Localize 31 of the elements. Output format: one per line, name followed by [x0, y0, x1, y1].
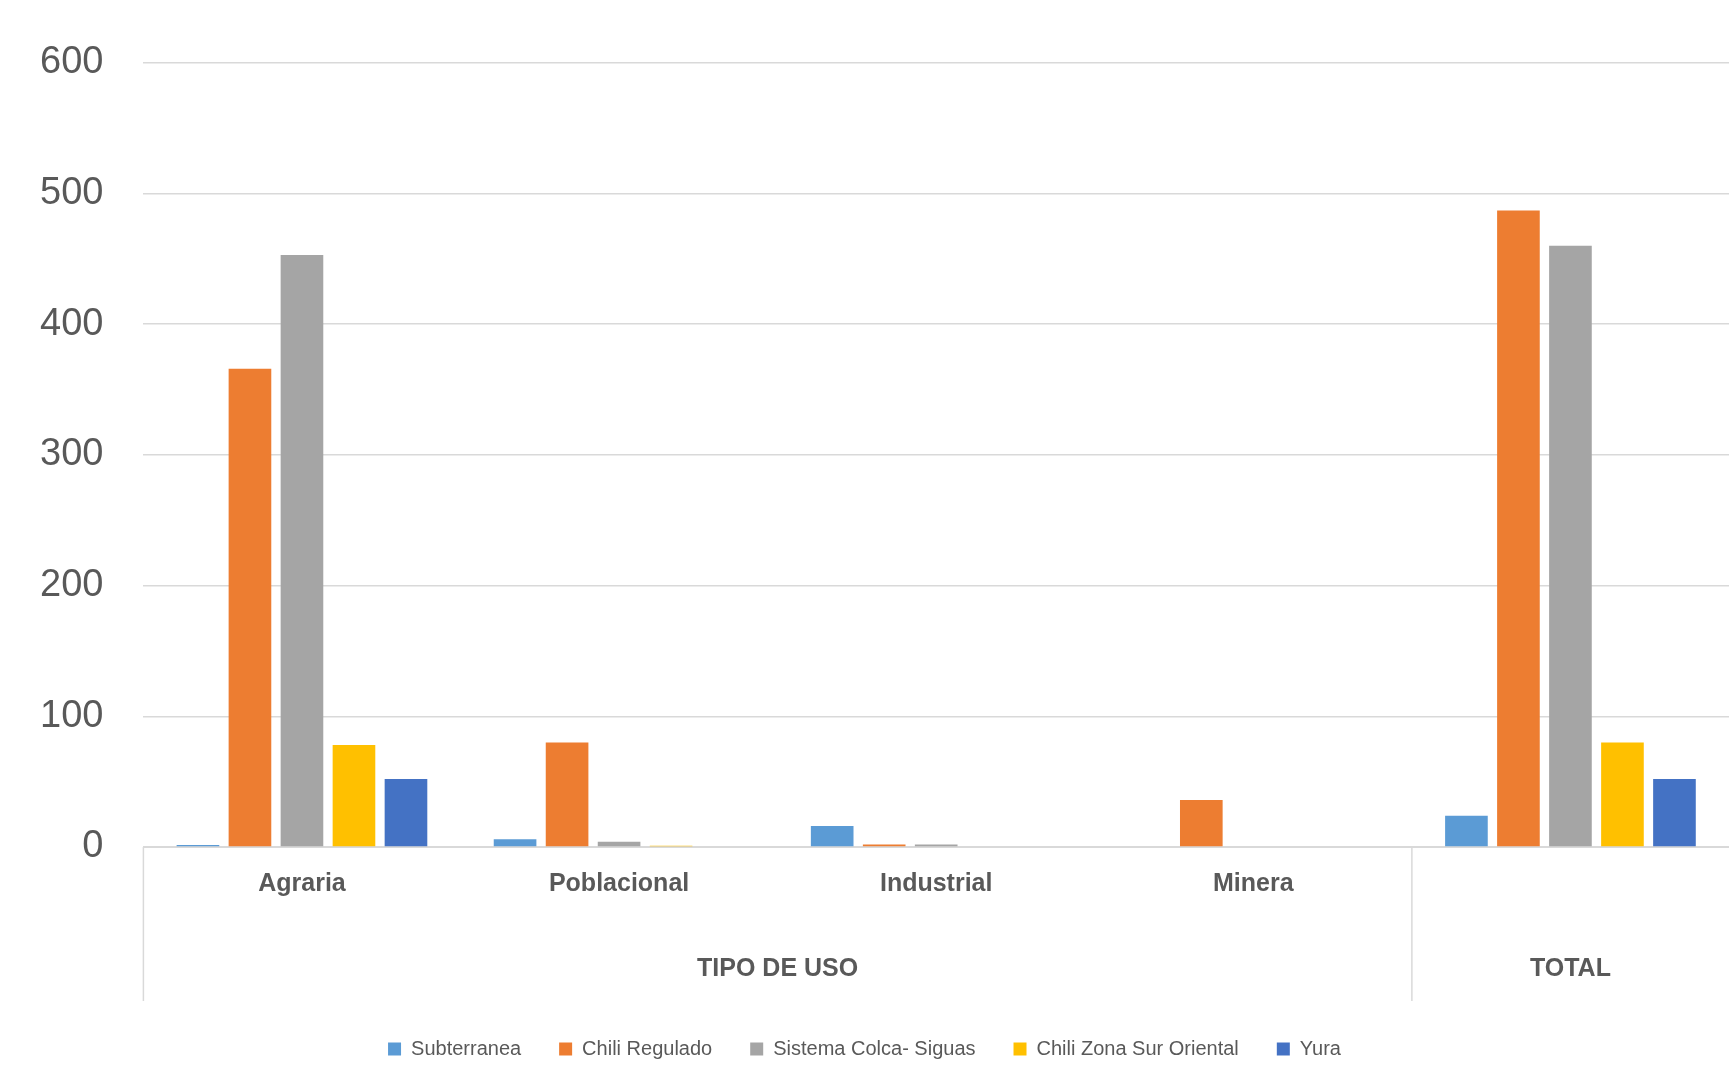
- legend-label: Sistema Colca- Siguas: [773, 1036, 976, 1059]
- bar: [332, 745, 376, 847]
- legend-label: Subterranea: [411, 1036, 522, 1059]
- bar: [280, 254, 324, 847]
- y-tick-label: 0: [82, 823, 104, 866]
- bar: [1653, 779, 1696, 847]
- bar: [1179, 799, 1223, 847]
- legend-label: Chili Regulado: [582, 1036, 713, 1059]
- text: TIPO DE USO: [697, 952, 859, 981]
- y-tick-label: 300: [40, 431, 104, 474]
- legend-label: Chili Zona Sur Oriental: [1036, 1036, 1239, 1059]
- bar: [384, 779, 428, 847]
- legend-label: Yura: [1299, 1036, 1342, 1059]
- bar: [1497, 210, 1540, 847]
- y-tick-label: 400: [40, 300, 104, 343]
- bar: [228, 368, 272, 847]
- x-tick-label: Agraria: [258, 867, 347, 896]
- x-tick-label: Poblacional: [548, 867, 690, 896]
- bar: [1549, 245, 1592, 847]
- bar: [493, 839, 537, 847]
- y-tick-label: 100: [40, 692, 104, 735]
- y-tick-label: 600: [40, 39, 104, 82]
- bar: [545, 742, 589, 847]
- y-tick-label: 200: [40, 562, 104, 605]
- text: TOTAL: [1529, 952, 1611, 981]
- bar: [1601, 742, 1644, 847]
- x-tick-label: Minera: [1213, 867, 1295, 896]
- x-tick-label: Industrial: [879, 867, 993, 896]
- bar: [810, 826, 854, 847]
- bar: [1445, 815, 1488, 847]
- y-tick-label: 500: [40, 169, 104, 212]
